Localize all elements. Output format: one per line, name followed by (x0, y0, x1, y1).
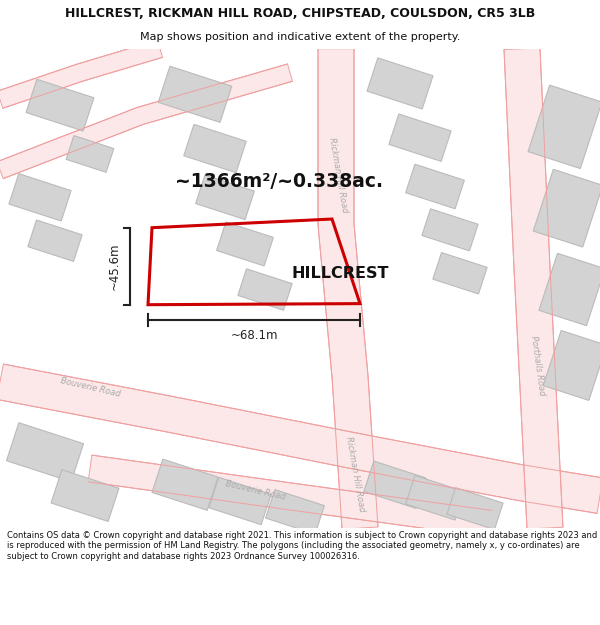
Polygon shape (367, 58, 433, 109)
Text: Rickman Hill Road: Rickman Hill Road (344, 436, 366, 512)
Polygon shape (266, 489, 325, 534)
Polygon shape (152, 459, 218, 511)
Polygon shape (389, 114, 451, 161)
Text: Contains OS data © Crown copyright and database right 2021. This information is : Contains OS data © Crown copyright and d… (7, 531, 598, 561)
Text: Porthalls Road: Porthalls Road (529, 335, 547, 396)
Polygon shape (28, 220, 82, 261)
Polygon shape (406, 164, 464, 209)
Polygon shape (238, 269, 292, 310)
Polygon shape (364, 461, 426, 508)
Polygon shape (406, 476, 464, 520)
Text: ~45.6m: ~45.6m (108, 242, 121, 290)
Polygon shape (422, 209, 478, 251)
Text: Bouverie Road: Bouverie Road (59, 376, 121, 398)
Polygon shape (51, 470, 119, 521)
Polygon shape (196, 175, 254, 219)
Polygon shape (9, 174, 71, 221)
Text: Rickman Hill Road: Rickman Hill Road (327, 138, 349, 214)
Polygon shape (447, 488, 503, 529)
Text: ~68.1m: ~68.1m (230, 329, 278, 342)
Text: Map shows position and indicative extent of the property.: Map shows position and indicative extent… (140, 31, 460, 41)
Polygon shape (533, 169, 600, 247)
Text: ~1366m²/~0.338ac.: ~1366m²/~0.338ac. (175, 172, 383, 191)
Polygon shape (543, 331, 600, 401)
Polygon shape (0, 40, 163, 108)
Text: HILLCREST: HILLCREST (291, 266, 389, 281)
Polygon shape (88, 455, 492, 537)
Polygon shape (26, 79, 94, 131)
Polygon shape (528, 85, 600, 169)
Polygon shape (539, 253, 600, 326)
Text: HILLCREST, RICKMAN HILL ROAD, CHIPSTEAD, COULSDON, CR5 3LB: HILLCREST, RICKMAN HILL ROAD, CHIPSTEAD,… (65, 7, 535, 20)
Text: Bouverie Road: Bouverie Road (224, 479, 286, 501)
Polygon shape (7, 422, 83, 482)
Polygon shape (433, 253, 487, 294)
Polygon shape (209, 478, 271, 525)
Polygon shape (158, 66, 232, 122)
Polygon shape (217, 222, 274, 266)
Polygon shape (318, 49, 378, 529)
Polygon shape (66, 136, 114, 172)
Polygon shape (0, 64, 293, 179)
Polygon shape (504, 48, 563, 529)
Polygon shape (0, 364, 600, 513)
Polygon shape (184, 124, 246, 172)
